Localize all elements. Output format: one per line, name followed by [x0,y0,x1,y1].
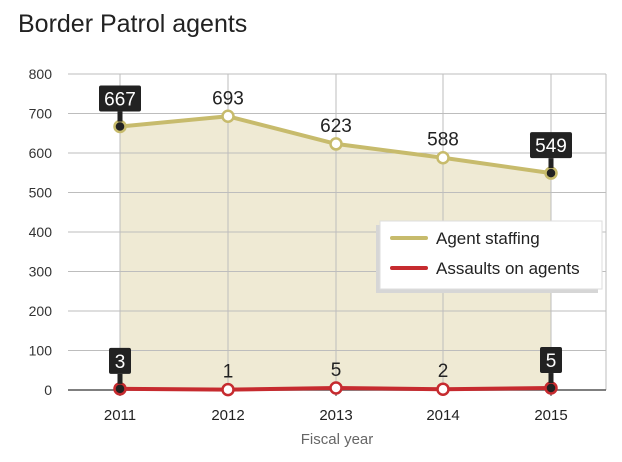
staffing-label-pointer [548,158,554,169]
assaults-data-label: 5 [546,351,557,372]
staffing-label-box [530,132,572,159]
assaults-point [329,381,343,395]
assaults-label-pointer [548,373,554,384]
y-tick-label: 200 [29,303,53,319]
staffing-data-label: 588 [427,130,459,151]
x-tick-label: 2015 [534,407,567,424]
y-tick-label: 400 [29,224,53,240]
y-tick-label: 500 [29,185,53,201]
staffing-label-box [99,85,141,112]
x-tick-label: 2014 [426,407,459,424]
assaults-label-pointer [117,373,123,384]
staffing-data-label: 693 [212,88,244,109]
staffing-data-label: 667 [104,90,136,111]
assaults-label-box [540,347,562,374]
assaults-data-label: 2 [438,361,449,382]
staffing-data-label: 549 [535,136,567,157]
staffing-point [436,150,450,165]
y-tick-label: 0 [44,382,52,398]
y-tick-label: 100 [29,343,53,359]
assaults-point [436,382,450,396]
assaults-data-label: 5 [331,360,342,381]
legend-label-staffing: Agent staffing [436,229,540,248]
staffing-label-pointer [117,111,123,122]
y-tick-label: 800 [29,66,53,82]
staffing-point [221,109,235,124]
x-tick-label: 2012 [211,407,244,424]
assaults-data-label: 1 [223,362,234,383]
staffing-point [113,119,127,134]
assaults-label-box [109,347,131,374]
staffing-data-label: 623 [320,116,352,137]
assaults-point [113,382,127,396]
assaults-point [221,382,235,397]
assaults-data-label: 3 [115,352,126,373]
y-tick-label: 700 [29,106,53,122]
x-tick-label: 2011 [104,407,136,424]
assaults-point [544,381,558,395]
legend-box [379,220,603,290]
legend-label-assaults: Assaults on agents [436,259,580,278]
chart-title: Border Patrol agents [18,10,248,38]
y-tick-label: 600 [29,145,53,161]
staffing-point [329,137,343,151]
staffing-point [544,166,558,180]
x-tick-label: 2013 [319,407,352,424]
y-tick-label: 300 [29,264,53,280]
x-axis-title: Fiscal year [301,431,374,448]
